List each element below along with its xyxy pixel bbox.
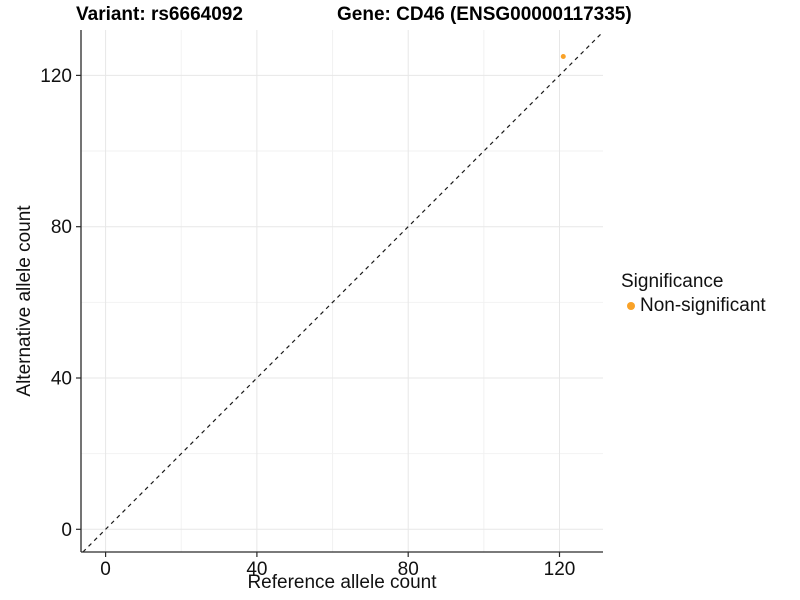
- identity-line: [82, 31, 604, 553]
- x-tick-label: 120: [544, 559, 576, 580]
- y-tick-label: 0: [61, 520, 72, 541]
- legend-title: Significance: [621, 271, 724, 292]
- legend: Significance Non-significant: [621, 270, 766, 317]
- x-axis-title: Reference allele count: [247, 572, 437, 593]
- y-tick-label: 80: [51, 217, 72, 238]
- legend-item: Non-significant: [621, 295, 766, 317]
- y-tick-label: 40: [51, 369, 72, 390]
- y-tick-label: 120: [40, 66, 72, 87]
- x-tick-label: 40: [246, 559, 267, 580]
- data-point: [560, 53, 566, 59]
- y-axis-title: Alternative allele count: [14, 205, 35, 397]
- x-tick-label: 0: [100, 559, 111, 580]
- point-swatch-icon: [627, 302, 635, 310]
- legend-item-label: Non-significant: [640, 295, 766, 316]
- plot-title-gene: Gene: CD46 (ENSG00000117335): [337, 4, 632, 25]
- x-tick-label: 80: [398, 559, 419, 580]
- plot-title-variant: Variant: rs6664092: [76, 4, 243, 25]
